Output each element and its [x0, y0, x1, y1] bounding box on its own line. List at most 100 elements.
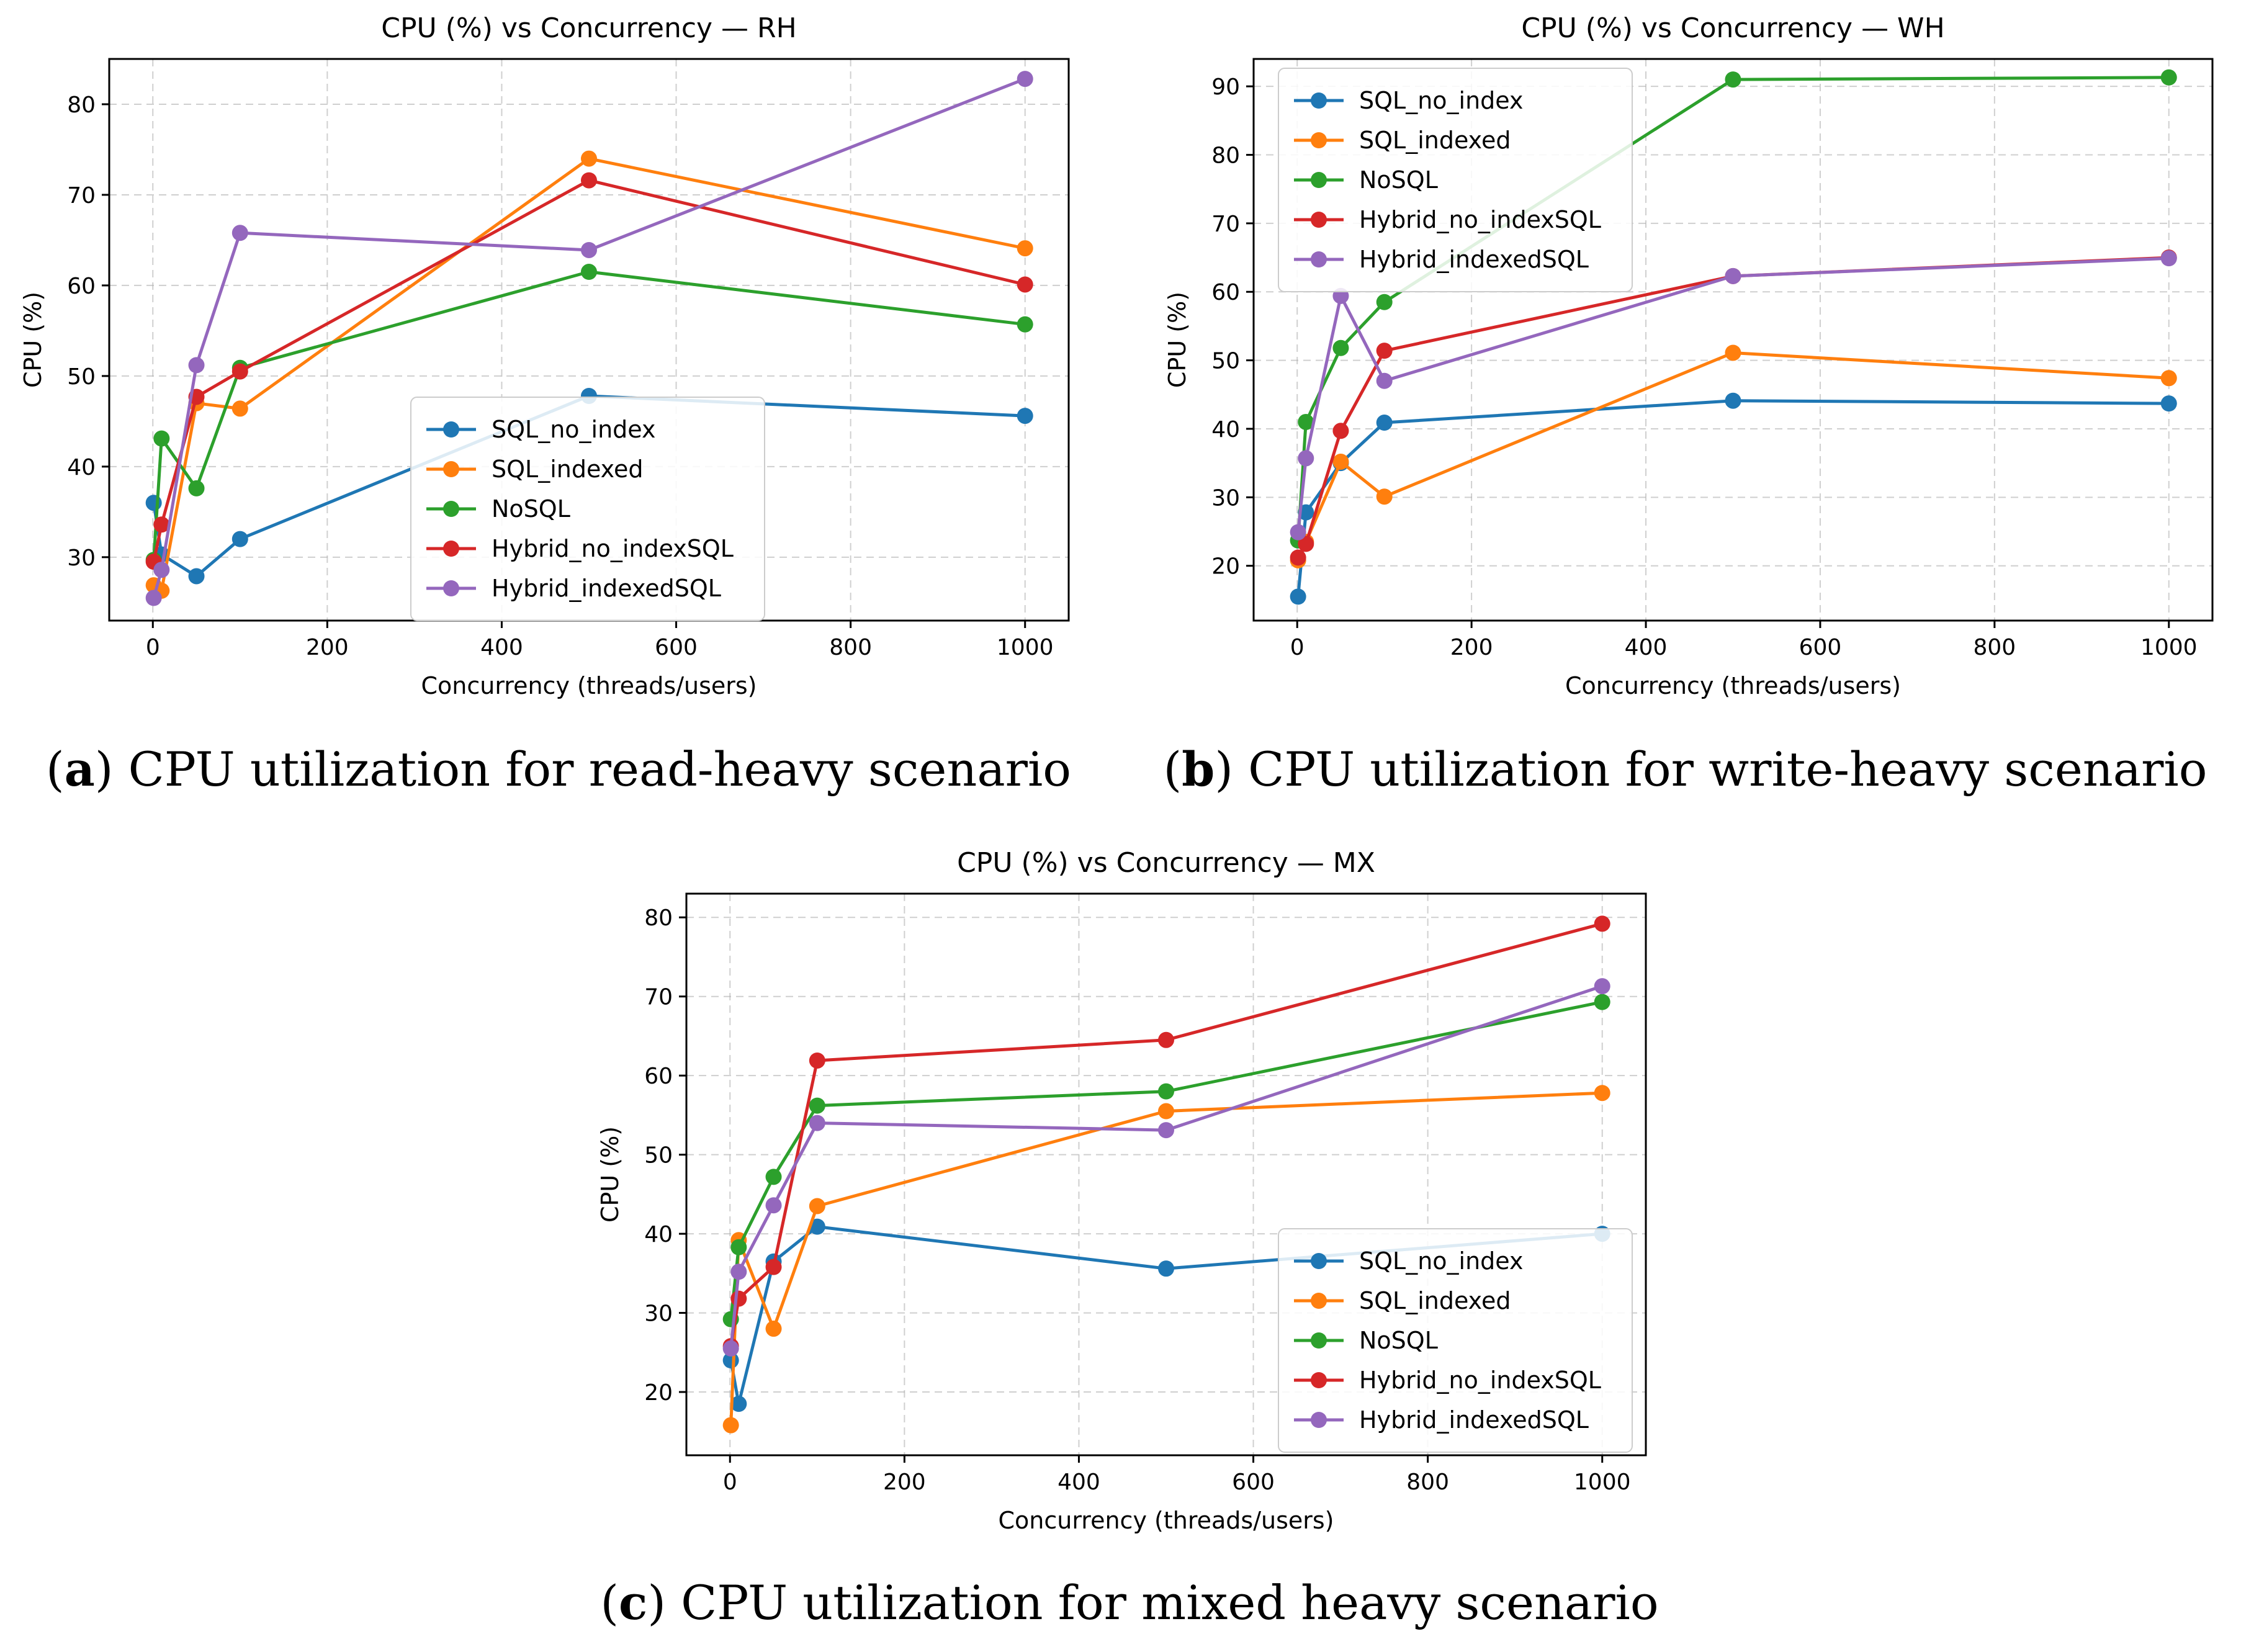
legend-swatch-marker	[443, 461, 459, 477]
series-line	[729, 1000, 1603, 1320]
y-tick-label: 70	[1211, 212, 1240, 237]
data-point	[1725, 71, 1741, 88]
legend-label: NoSQL	[1359, 1327, 1438, 1354]
legend-item-Hybrid_indexedSQL: Hybrid_indexedSQL	[1294, 1406, 1589, 1434]
legend-label: NoSQL	[1359, 166, 1438, 194]
data-point	[1158, 1260, 1174, 1277]
x-tick-label: 600	[655, 635, 698, 660]
data-point	[1290, 524, 1306, 541]
data-point	[153, 562, 170, 578]
series-line	[152, 270, 1025, 560]
data-point	[153, 516, 170, 533]
chart-write-heavy: CPU (%) vs Concurrency — WH 0 200 400 600 800…	[1129, 0, 2241, 714]
x-axis-title: Concurrency (threads/users)	[999, 1507, 1334, 1534]
y-tick-label: 20	[644, 1380, 673, 1406]
legend-label: NoSQL	[492, 495, 570, 523]
data-point	[1298, 536, 1314, 552]
y-tick-label: 70	[644, 985, 673, 1010]
plot-frame	[1252, 58, 2214, 622]
y-tick-label: 30	[67, 545, 96, 571]
x-tick-label: 800	[1406, 1470, 1449, 1495]
legend-swatch-marker	[1311, 212, 1327, 228]
legend-label: Hybrid_indexedSQL	[1359, 1406, 1589, 1434]
series-line	[1296, 76, 2169, 541]
legend-swatch-marker	[443, 580, 459, 596]
series-line	[729, 984, 1603, 1349]
y-tick-label: 30	[1211, 485, 1240, 511]
legend-item-Hybrid_indexedSQL: Hybrid_indexedSQL	[1294, 246, 1589, 273]
x-tick-label: 200	[306, 635, 349, 660]
legend-swatch-marker	[1311, 1293, 1327, 1309]
x-tick-label: 400	[1625, 635, 1668, 660]
y-tick-label: 20	[1211, 554, 1240, 580]
y-tick-label: 60	[644, 1064, 673, 1089]
data-point	[581, 150, 597, 167]
y-tick-label: 60	[1211, 280, 1240, 305]
caption-label: a	[64, 742, 95, 797]
x-tick-label: 200	[883, 1470, 926, 1495]
chart-read-heavy: CPU (%) vs Concurrency — RH 0 200 400 600 800…	[0, 0, 1117, 714]
data-point	[765, 1259, 782, 1275]
x-axis-title: Concurrency (threads/users)	[1565, 672, 1901, 699]
data-point	[581, 241, 597, 258]
y-tick-label: 80	[644, 905, 673, 931]
series-SQL_indexed	[1290, 344, 2177, 568]
data-point	[1332, 423, 1349, 439]
data-point	[188, 480, 205, 496]
data-point	[1158, 1122, 1174, 1139]
data-point	[809, 1115, 825, 1131]
data-point	[1332, 339, 1349, 356]
y-axis-title: CPU (%)	[596, 1126, 624, 1223]
legend-item-SQL_indexed: SQL_indexed	[426, 456, 644, 483]
legend-item-NoSQL: NoSQL	[1294, 1327, 1438, 1354]
series-Hybrid_indexedSQL	[145, 71, 1033, 606]
data-point	[1017, 276, 1033, 293]
data-point	[1594, 915, 1610, 932]
x-tick-label: 1000	[2140, 635, 2198, 660]
grid	[109, 59, 1069, 621]
legend-swatch-marker	[1311, 92, 1327, 109]
data-point	[765, 1197, 782, 1214]
legend-box	[410, 397, 765, 621]
legend-label: Hybrid_no_indexSQL	[492, 535, 734, 562]
data-point	[1376, 415, 1393, 431]
y-tick-label: 50	[67, 364, 96, 390]
legend-label: SQL_indexed	[492, 456, 644, 483]
x-tick-label: 400	[480, 635, 523, 660]
data-point	[1594, 994, 1610, 1010]
data-point	[188, 568, 205, 585]
data-point	[809, 1097, 825, 1114]
legend-label: SQL_indexed	[1359, 127, 1511, 154]
x-tick-label: 600	[1799, 635, 1842, 660]
x-tick-label: 800	[829, 635, 872, 660]
legend-item-Hybrid_no_indexSQL: Hybrid_no_indexSQL	[426, 535, 734, 562]
legend-swatch-marker	[1311, 1372, 1327, 1388]
chart-svg-read-heavy: CPU (%) vs Concurrency — RH 0 200 400 600 800…	[19, 12, 1070, 699]
data-point	[153, 430, 170, 447]
caption-label: b	[1182, 742, 1215, 797]
data-point	[809, 1198, 825, 1214]
series-Hybrid_indexedSQL	[722, 978, 1610, 1357]
x-tick-label: 800	[1974, 635, 2016, 660]
y-tick-label: 50	[644, 1143, 673, 1169]
legend-label: Hybrid_indexedSQL	[492, 575, 721, 602]
data-point	[765, 1321, 782, 1337]
caption-read-heavy: (a) CPU utilization for read-heavy scena…	[45, 742, 1072, 797]
legend-label: Hybrid_no_indexSQL	[1359, 1367, 1601, 1394]
data-point	[145, 590, 162, 606]
legend-item-Hybrid_no_indexSQL: Hybrid_no_indexSQL	[1294, 1367, 1601, 1394]
data-point	[809, 1218, 825, 1235]
data-point	[722, 1340, 739, 1357]
legend-label: SQL_indexed	[1359, 1287, 1511, 1314]
legend-swatch-marker	[443, 421, 459, 438]
data-point	[2160, 250, 2177, 267]
legend-item-SQL_no_index: SQL_no_index	[1294, 1247, 1524, 1275]
data-point	[1594, 978, 1610, 995]
data-point	[1594, 1085, 1610, 1102]
caption-write-heavy: (b) CPU utilization for write-heavy scen…	[1163, 742, 2207, 797]
y-axis-title: CPU (%)	[19, 292, 47, 388]
data-point	[1298, 450, 1314, 467]
legend-label: SQL_no_index	[1359, 1247, 1524, 1275]
caption-text: CPU utilization for read-heavy scenario	[128, 742, 1072, 797]
legend-item-SQL_no_index: SQL_no_index	[1294, 87, 1524, 114]
